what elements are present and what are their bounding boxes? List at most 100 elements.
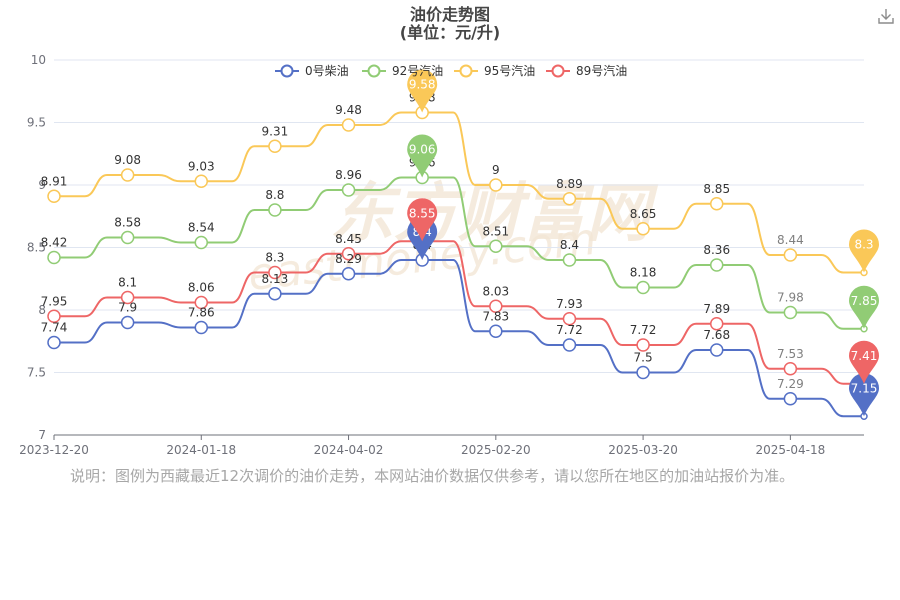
data-point[interactable]	[783, 305, 798, 320]
data-label: 8.06	[188, 281, 215, 295]
data-point[interactable]	[562, 338, 577, 352]
pin-shape	[849, 373, 879, 417]
footnote: 说明：图例为西藏最近12次调价的油价走势，本网站油价数据仅供参考，请以您所在地区…	[70, 467, 795, 485]
series-1	[47, 170, 868, 333]
series-line	[54, 111, 864, 274]
legend-item[interactable]: 89号汽油	[546, 63, 627, 78]
pin-shape	[849, 340, 879, 384]
data-point[interactable]	[709, 317, 724, 331]
data-point[interactable]	[120, 230, 135, 245]
data-point[interactable]	[47, 335, 61, 350]
data-label: 7.9	[118, 301, 137, 315]
data-label: 8.36	[703, 243, 730, 257]
legend-label: 92号汽油	[392, 63, 443, 78]
data-label: 8.3	[265, 251, 284, 265]
y-tick-label: 7.5	[27, 366, 46, 380]
legend[interactable]: 0号柴油 92号汽油 95号汽油 89号汽油	[275, 63, 627, 78]
pin-label: 7.15	[851, 381, 878, 395]
data-label: 7.72	[556, 323, 583, 337]
series-2	[47, 105, 868, 277]
pin-label: 8.55	[409, 206, 436, 220]
data-point[interactable]	[489, 324, 503, 338]
data-point[interactable]	[47, 309, 61, 323]
data-label: 7.95	[41, 294, 68, 308]
data-point[interactable]	[268, 265, 282, 280]
data-label: 9.31	[262, 124, 289, 138]
pin-shape	[407, 134, 438, 178]
pin-label: 9.58	[409, 78, 436, 92]
data-label: 7.74	[41, 321, 68, 335]
x-tick-label: 2025-02-20	[461, 443, 531, 457]
data-label: 9.08	[114, 153, 141, 167]
data-point[interactable]	[341, 267, 356, 281]
data-point[interactable]	[120, 290, 135, 305]
data-point[interactable]	[636, 338, 650, 352]
data-label: 7.29	[777, 377, 804, 391]
x-tick-label: 2024-04-02	[314, 443, 384, 457]
data-label: 8.8	[265, 188, 284, 202]
data-label: 8.91	[41, 174, 68, 188]
data-point[interactable]	[783, 362, 798, 376]
data-point[interactable]	[120, 315, 135, 330]
download-icon[interactable]	[876, 6, 896, 26]
data-point[interactable]	[120, 168, 135, 182]
data-label: 8.44	[777, 233, 804, 247]
data-point[interactable]	[489, 299, 503, 313]
x-tick-label: 2025-03-20	[608, 443, 678, 457]
data-point[interactable]	[341, 118, 356, 132]
data-point[interactable]	[341, 247, 356, 261]
data-point[interactable]	[194, 295, 209, 310]
series-0	[47, 253, 868, 420]
legend-item[interactable]: 92号汽油	[362, 63, 443, 78]
data-point[interactable]	[709, 343, 724, 357]
data-point[interactable]	[562, 312, 577, 326]
pin-shape	[849, 229, 879, 273]
legend-item[interactable]: 0号柴油	[275, 64, 349, 78]
data-point[interactable]	[268, 203, 282, 217]
data-point[interactable]	[562, 192, 577, 206]
data-label: 8.89	[556, 177, 583, 191]
data-label: 8.65	[630, 207, 657, 221]
data-label: 8.13	[262, 272, 289, 286]
pin-marker: 8.55	[407, 198, 438, 242]
data-point[interactable]	[709, 197, 724, 211]
legend-item[interactable]: 95号汽油	[454, 63, 535, 78]
data-label: 8.1	[118, 276, 137, 290]
data-label: 8.96	[335, 168, 362, 182]
pin-marker: 9.06	[407, 134, 438, 178]
data-point[interactable]	[709, 258, 724, 272]
data-point[interactable]	[783, 392, 798, 406]
data-point[interactable]	[783, 248, 798, 262]
pin-label: 7.85	[851, 294, 878, 308]
data-label: 8.4	[560, 238, 579, 252]
data-point[interactable]	[194, 320, 209, 335]
data-point[interactable]	[268, 139, 282, 153]
y-tick-label: 7	[38, 428, 46, 442]
data-point[interactable]	[194, 235, 209, 250]
data-point[interactable]	[194, 174, 209, 188]
data-point[interactable]	[636, 280, 650, 295]
x-tick-label: 2024-01-18	[166, 443, 236, 457]
legend-marker	[367, 64, 381, 78]
y-tick-label: 8.5	[27, 241, 46, 255]
data-label: 7.89	[703, 302, 730, 316]
watermark: 东方财富网eastmoney.com	[246, 177, 659, 301]
data-point[interactable]	[489, 178, 503, 192]
data-point[interactable]	[562, 253, 577, 267]
legend-marker	[551, 64, 565, 78]
y-tick-label: 8	[38, 303, 46, 317]
data-label: 8.45	[335, 232, 362, 246]
data-label: 9	[492, 163, 500, 177]
data-label: 8.03	[482, 284, 509, 298]
data-point[interactable]	[636, 222, 650, 236]
data-point[interactable]	[47, 189, 61, 203]
pin-shape	[407, 198, 438, 242]
data-point[interactable]	[636, 365, 650, 380]
data-point[interactable]	[341, 183, 356, 197]
pin-shape	[407, 69, 438, 113]
data-point[interactable]	[268, 287, 282, 301]
data-label: 8.18	[630, 266, 657, 280]
data-point[interactable]	[489, 239, 503, 253]
data-point[interactable]	[47, 250, 61, 265]
